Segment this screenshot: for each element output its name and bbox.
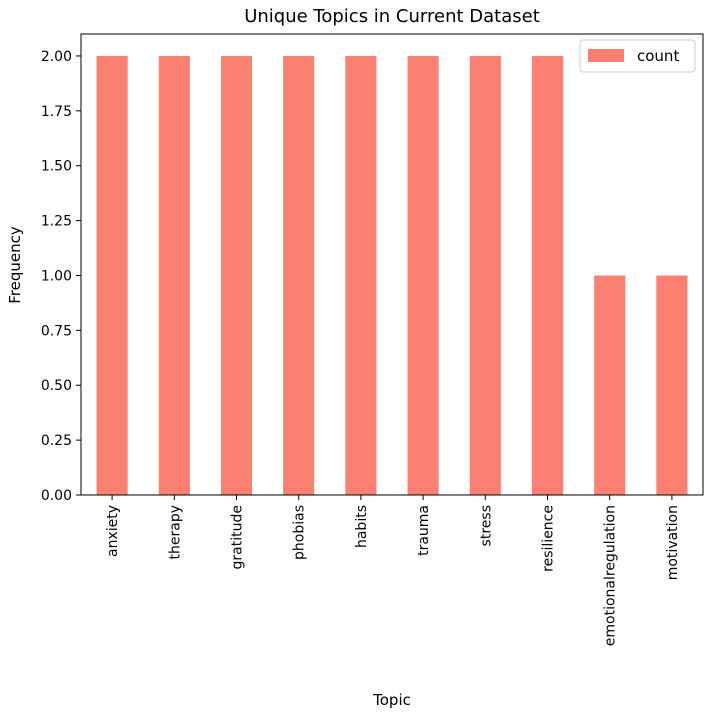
legend: count <box>579 39 696 73</box>
x-tick-label-anxiety: anxiety <box>105 505 121 557</box>
bar-therapy <box>158 55 190 495</box>
y-tick-label: 0.50 <box>41 378 72 394</box>
y-tick-label: 1.50 <box>41 159 72 175</box>
x-tick-label-motivation: motivation <box>665 505 681 580</box>
bar-trauma <box>407 55 439 495</box>
bar-gratitude <box>220 55 253 495</box>
x-tick-label-resilience: resilience <box>541 505 557 572</box>
bars-layer <box>96 55 688 495</box>
bar-stress <box>469 55 501 495</box>
y-axis-title: Frequency <box>6 226 24 304</box>
x-axis: anxiety therapy gratitude phobias habits trau… <box>105 495 681 646</box>
bar-anxiety <box>96 55 128 495</box>
x-axis-title: Topic <box>372 691 411 709</box>
bar-phobias <box>283 55 315 495</box>
legend-label-count: count <box>637 47 679 65</box>
bar-habits <box>345 55 377 495</box>
plot-frame <box>80 33 704 496</box>
y-tick-label: 0.25 <box>41 433 72 449</box>
bar-motivation <box>656 275 688 495</box>
x-tick-label-emotionalregulation: emotionalregulation <box>603 505 619 646</box>
x-tick-label-stress: stress <box>478 505 494 546</box>
x-tick-label-gratitude: gratitude <box>230 505 246 569</box>
x-tick-label-therapy: therapy <box>167 505 183 559</box>
x-tick-label-habits: habits <box>354 505 370 548</box>
y-tick-label: 1.25 <box>41 214 72 230</box>
x-tick-label-trauma: trauma <box>416 505 432 556</box>
y-tick-label: 2.00 <box>41 49 72 65</box>
bar-resilience <box>531 55 564 495</box>
y-tick-label: 1.00 <box>41 268 72 284</box>
y-tick-label: 0.00 <box>41 488 72 504</box>
bar-emotionalregulation <box>594 275 626 495</box>
y-tick-label: 0.75 <box>41 323 72 339</box>
legend-frame <box>579 39 696 73</box>
chart-title: Unique Topics in Current Dataset <box>244 6 540 27</box>
y-tick-label: 1.75 <box>41 104 72 120</box>
legend-swatch <box>588 49 624 62</box>
y-axis: 0.00 0.25 0.50 0.75 1.00 1.25 1.50 1.75 2.00 <box>41 49 81 504</box>
x-tick-label-phobias: phobias <box>292 505 308 560</box>
